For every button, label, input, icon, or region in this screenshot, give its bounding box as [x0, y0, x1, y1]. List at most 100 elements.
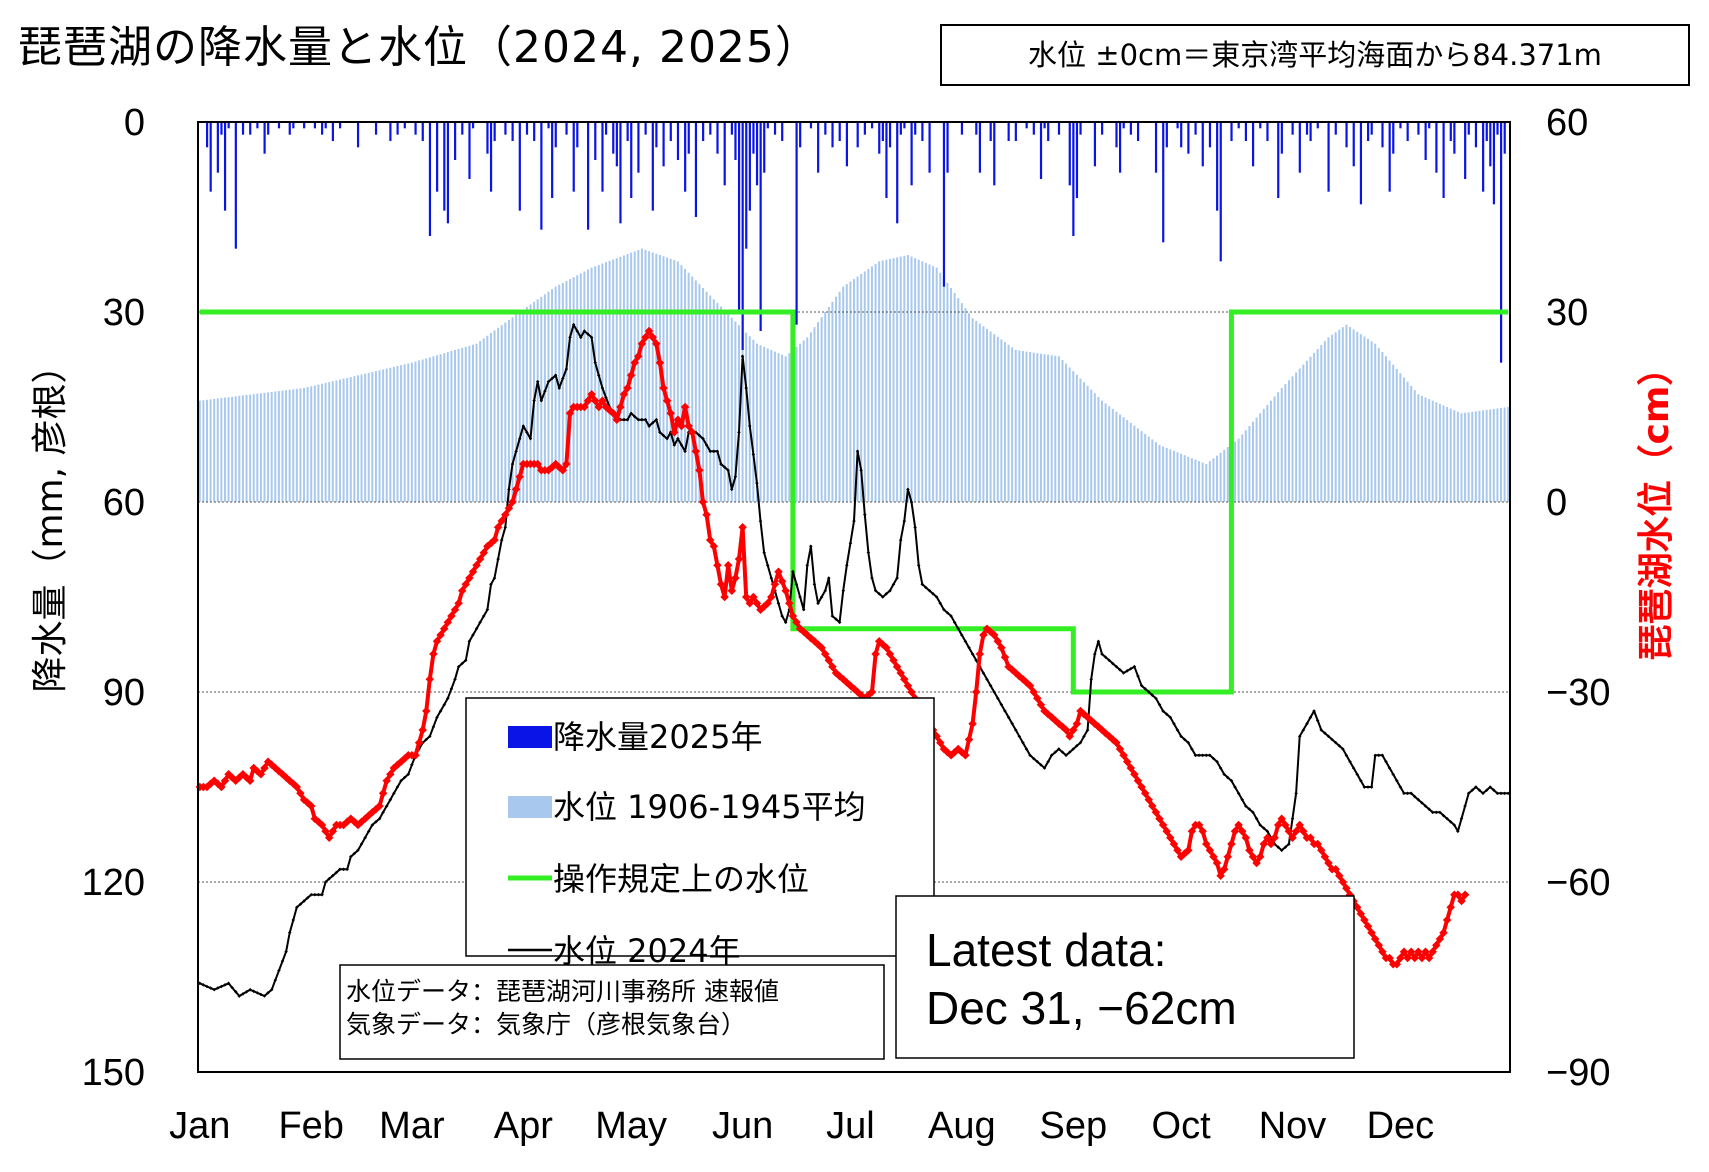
level-2024-marker — [765, 563, 770, 568]
level-2024-marker — [916, 563, 921, 568]
precip-bar — [1194, 122, 1197, 135]
mean-level-bar — [766, 348, 769, 502]
mean-level-bar — [1446, 407, 1449, 502]
precip-bar — [899, 122, 902, 135]
precip-bar — [216, 122, 219, 173]
mean-level-bar — [802, 340, 805, 502]
mean-level-bar — [295, 388, 298, 502]
precip-bar — [1122, 122, 1125, 129]
level-2024-marker — [284, 949, 288, 954]
level-2024-marker — [1179, 734, 1183, 739]
precip-bar — [234, 122, 237, 249]
level-2025-marker — [702, 510, 711, 519]
level-2025-marker — [1216, 871, 1225, 880]
level-2025-marker — [565, 409, 575, 418]
precip-bar — [489, 122, 493, 192]
level-2025-marker — [1453, 890, 1463, 899]
level-2024-marker — [794, 582, 799, 587]
mean-level-bar — [515, 314, 518, 502]
precip-bar — [486, 122, 489, 154]
mean-level-bar — [1417, 394, 1420, 502]
level-2024-marker — [1200, 753, 1205, 758]
level-2024-marker — [1445, 816, 1449, 821]
level-2024-marker — [654, 417, 659, 422]
level-2025-marker — [673, 415, 683, 424]
mean-level-bar — [360, 374, 363, 502]
level-2024-marker — [604, 395, 608, 400]
level-2024-marker — [1204, 753, 1208, 758]
precip-bar — [612, 122, 615, 154]
latest-data-line2: Dec 31, −62cm — [926, 982, 1237, 1034]
mean-level-bar — [1162, 446, 1165, 502]
level-2025-marker — [1025, 681, 1035, 690]
level-2025-marker — [1399, 947, 1409, 956]
level-2024-marker — [963, 639, 968, 644]
level-2024-marker — [1165, 712, 1169, 716]
level-2024-marker — [837, 620, 842, 625]
mean-level-bar — [1086, 385, 1089, 502]
level-2024-marker — [1441, 813, 1446, 818]
level-2025-marker — [1137, 782, 1146, 792]
mean-level-bar — [1047, 354, 1050, 502]
mean-level-bar — [1144, 433, 1147, 502]
level-2024-marker — [888, 588, 892, 593]
level-2024-marker — [845, 563, 849, 568]
month-label: Jun — [712, 1105, 773, 1147]
level-2025-marker — [1248, 852, 1258, 861]
level-2025-marker — [630, 358, 639, 367]
level-2025-marker — [1417, 953, 1427, 963]
mean-level-bar — [1007, 344, 1010, 502]
precip-bar — [870, 122, 874, 129]
mean-level-bar — [770, 350, 773, 502]
level-2024-marker — [981, 671, 986, 675]
left-axis-ticks: 0 30 60 90 120 150 — [82, 102, 145, 1094]
precip-bar — [1057, 122, 1061, 135]
level-2025-marker — [1029, 687, 1038, 697]
level-2025-marker — [1119, 751, 1128, 760]
level-2024-marker — [884, 592, 889, 596]
precip-bar — [773, 122, 777, 135]
level-2024-marker — [827, 576, 831, 580]
mean-level-bar — [353, 376, 356, 502]
legend: 降水量2025年 水位 1906-1945平均 操作規定上の水位 水位 2024… — [465, 697, 935, 970]
level-2025-marker — [616, 402, 625, 412]
mean-level-bar — [989, 331, 992, 502]
level-2025-marker — [720, 592, 729, 602]
level-2024-marker — [1341, 747, 1345, 751]
mean-level-bar — [910, 256, 913, 502]
level-2025-marker — [1446, 903, 1455, 912]
level-2025-marker — [558, 466, 568, 475]
mean-level-bar — [1492, 408, 1495, 502]
level-2024-marker — [672, 443, 676, 447]
level-2024-marker — [1402, 791, 1406, 796]
mean-level-bar — [1032, 352, 1035, 502]
mean-level-bar — [1065, 363, 1068, 502]
level-2024-marker — [298, 902, 303, 906]
mean-level-bar — [885, 259, 888, 502]
mean-level-bar — [612, 259, 615, 502]
precip-bar — [845, 122, 849, 167]
month-label: Apr — [494, 1105, 553, 1147]
level-2024-marker — [658, 430, 662, 435]
level-2024-marker — [1251, 810, 1255, 815]
mean-level-bar — [1255, 417, 1258, 502]
mean-level-bar — [784, 356, 787, 502]
level-2024-marker — [988, 683, 993, 688]
level-2025-marker — [1202, 839, 1211, 849]
level-2024-marker — [392, 791, 396, 796]
level-2024-marker — [1039, 763, 1043, 767]
mean-level-bar — [507, 319, 510, 502]
level-2024-marker — [866, 550, 871, 555]
mean-level-bar — [759, 345, 762, 502]
mean-level-bar — [1021, 351, 1024, 502]
level-2025-marker — [785, 599, 794, 608]
precip-bar — [436, 122, 439, 192]
mean-level-bar — [317, 384, 320, 502]
level-2024-marker — [485, 607, 490, 612]
level-2025-marker — [461, 580, 471, 589]
level-2024-marker — [819, 595, 824, 599]
level-2024-marker — [1197, 753, 1201, 758]
level-2025-marker — [457, 586, 467, 595]
mean-level-bar — [903, 255, 906, 502]
level-2024-marker — [1395, 778, 1399, 783]
